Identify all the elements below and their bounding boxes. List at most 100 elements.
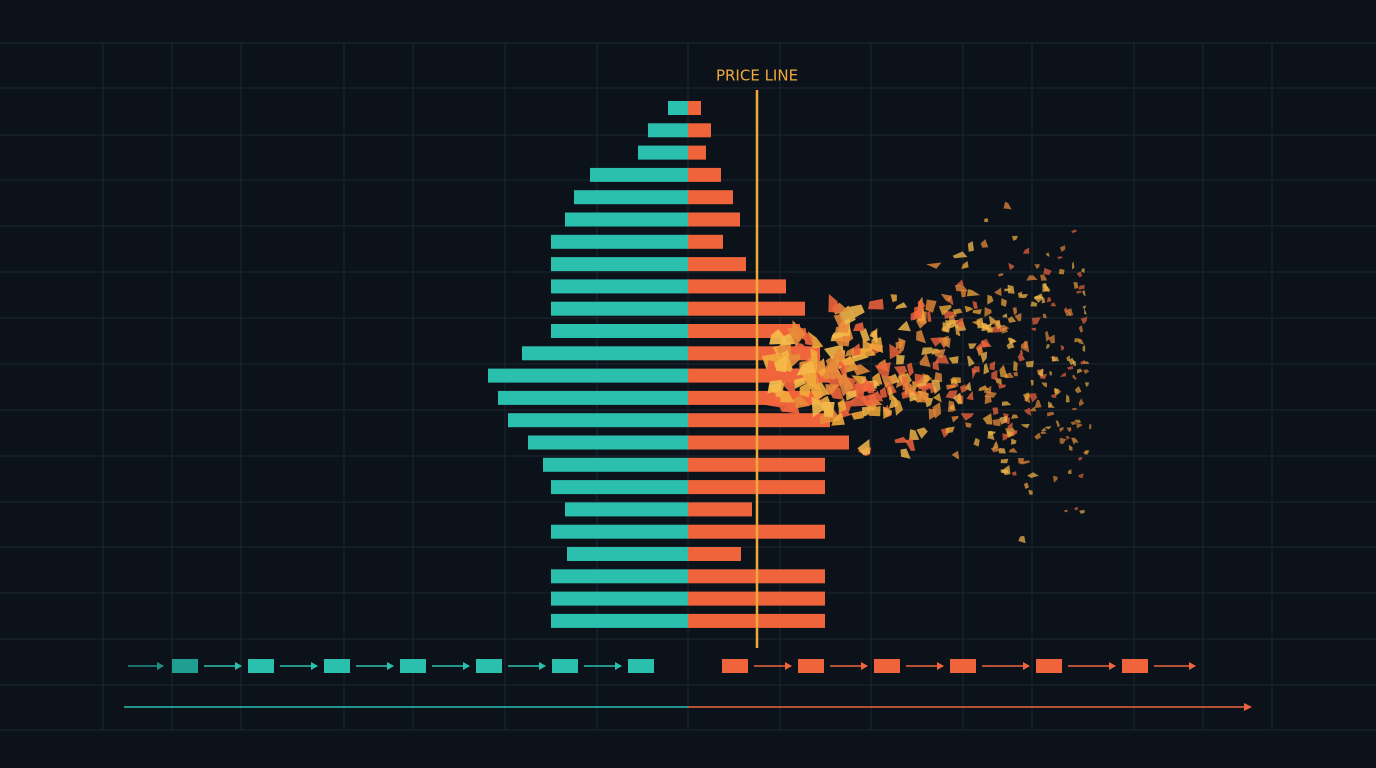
arrow-head [1244,703,1252,711]
flow-box [722,659,748,673]
particle [951,450,960,460]
particle [959,384,967,393]
particle [851,364,871,376]
particle [984,395,992,405]
particle [1017,351,1025,362]
particle [871,327,878,344]
bar [498,390,688,405]
flow [124,659,1252,711]
particle [1065,435,1071,440]
flow-box [874,659,900,673]
particle [889,343,902,360]
particle [1045,330,1050,342]
particle [1045,252,1050,257]
particle [994,287,1002,296]
flow-box [248,659,274,673]
particle [972,309,982,315]
particle [1050,302,1057,307]
particle [953,392,963,405]
particle [987,294,994,305]
particle [989,361,996,371]
bar [688,101,701,115]
arrow-head [1023,662,1030,670]
particle [888,386,894,401]
particle [1071,229,1077,234]
particle [960,289,967,298]
particle [1002,313,1008,318]
particle [984,218,989,223]
particle [1063,307,1068,314]
particle [1000,458,1009,464]
particle [781,378,796,395]
particle [1008,262,1015,271]
particle [1040,431,1047,435]
particle [807,331,824,349]
particle [1034,264,1040,269]
arrow-head [387,662,394,670]
bar [551,591,688,606]
particle [948,356,959,364]
bar [488,368,688,383]
particle [870,337,884,353]
bar [688,145,706,160]
particle [999,364,1008,378]
particle [1023,407,1032,416]
particle [1080,316,1088,325]
particle [1048,334,1056,344]
particle [1063,509,1068,513]
particle [1034,432,1042,440]
particle [998,447,1006,454]
particle [1078,398,1084,407]
particle [1040,427,1047,432]
particle [1040,274,1048,281]
particle [898,337,906,354]
particle [1078,284,1085,290]
particle [896,354,905,365]
arrow-head [157,662,164,670]
particle [1011,438,1017,445]
particle [1041,382,1047,388]
particle [791,342,811,355]
particle [803,329,814,346]
particle [1073,377,1077,380]
particle [787,326,806,347]
particle [868,406,881,417]
particle [978,385,989,392]
particle [927,310,932,322]
particle [923,374,932,385]
bar [688,301,805,316]
particle [1059,372,1067,378]
particle [894,365,908,376]
particle [853,343,862,357]
particle [1084,382,1090,388]
particle [1057,256,1063,260]
particle [952,308,963,315]
particle [951,415,959,423]
particle [930,337,943,347]
particle [1077,456,1083,461]
bar [551,613,688,628]
particle [1012,307,1018,316]
particle [905,438,916,451]
bar [688,279,786,294]
particle [988,315,997,326]
particle [973,437,980,447]
particle [968,343,977,349]
particle [1050,393,1057,398]
particle [1085,450,1090,455]
particle [874,362,891,378]
particle [1032,317,1041,325]
bar [648,123,688,138]
particle [1033,293,1044,303]
particle [849,304,865,319]
particle [1088,423,1092,430]
particle [787,350,801,367]
particle [821,402,835,418]
particle [987,430,995,440]
particle [763,395,781,408]
particle [1074,385,1082,394]
particle [781,401,797,412]
particle [949,404,956,412]
arrow-head [1189,662,1196,670]
particle [1043,267,1052,275]
